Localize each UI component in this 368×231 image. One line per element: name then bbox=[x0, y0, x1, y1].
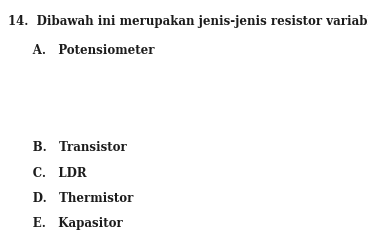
Text: D.   Thermistor: D. Thermistor bbox=[8, 192, 133, 205]
Text: A.   Potensiometer: A. Potensiometer bbox=[8, 44, 155, 57]
Text: E.   Kapasitor: E. Kapasitor bbox=[8, 217, 123, 230]
Text: C.   LDR: C. LDR bbox=[8, 167, 86, 180]
Text: B.   Transistor: B. Transistor bbox=[8, 141, 127, 154]
Text: 14.  Dibawah ini merupakan jenis-jenis resistor variable adalah…: 14. Dibawah ini merupakan jenis-jenis re… bbox=[8, 15, 368, 28]
